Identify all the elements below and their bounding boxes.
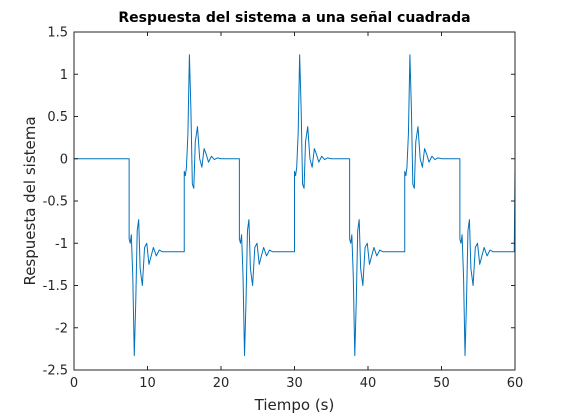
series-line-1	[74, 54, 516, 357]
y-tick-label: 1.5	[47, 26, 68, 41]
y-axis-label: Respuesta del sistema	[21, 116, 39, 285]
y-tick-label: -2	[55, 321, 68, 336]
axes-box	[73, 31, 516, 371]
y-tick-label: -1.5	[43, 279, 68, 294]
x-tick-label: 0	[70, 376, 78, 391]
y-tick-label: 1	[60, 68, 68, 83]
y-tick-label: -0.5	[43, 195, 68, 210]
x-tick-label: 50	[433, 376, 450, 391]
x-tick-label: 40	[360, 376, 377, 391]
x-tick-label: 20	[213, 376, 230, 391]
x-tick-label: 30	[286, 376, 303, 391]
y-tick-label: -2.5	[43, 364, 68, 379]
x-tick-label: 10	[139, 376, 156, 391]
tick-layer: 0 10 20 30 40 50 60 1.5 1 0.5 0 -0.5 -1 -1.5 -2 -2.5	[43, 26, 524, 392]
x-axis-label: Tiempo (s)	[254, 396, 335, 414]
series-layer	[74, 54, 516, 357]
y-tick-label: 0.5	[47, 110, 68, 125]
x-tick-label: 60	[507, 376, 524, 391]
y-tick-label: -1	[55, 237, 68, 252]
chart-title: Respuesta del sistema a una señal cuadra…	[118, 10, 470, 26]
y-tick-label: 0	[60, 152, 68, 167]
